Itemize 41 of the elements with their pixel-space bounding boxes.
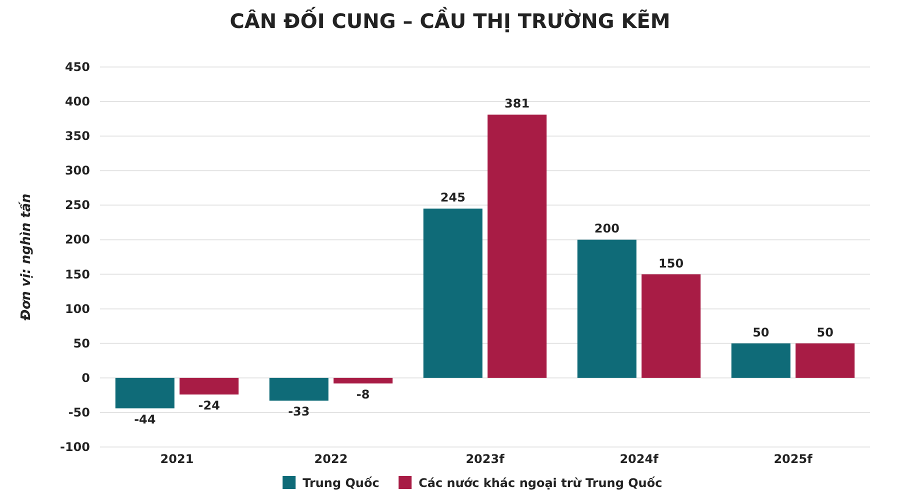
bar [115,378,174,408]
x-tick-label: 2024f [620,452,660,466]
y-tick-label: -100 [60,440,90,454]
x-tick-label: 2023f [466,452,506,466]
y-tick-label: 50 [73,336,90,350]
legend-label: Trung Quốc [302,476,380,490]
bar [180,378,239,394]
y-tick-label: 0 [82,370,90,385]
y-tick-label: 100 [64,302,90,316]
data-label: 200 [594,222,620,236]
data-label: -33 [288,404,310,419]
y-axis-title: Đơn vị: nghìn tấn [18,194,34,322]
y-tick-label: -50 [68,405,90,420]
y-tick-label: 350 [64,129,90,144]
x-tick-label: 2021 [160,452,194,466]
y-tick-label: 450 [64,60,90,74]
bar [796,343,855,378]
y-tick-label: 250 [64,198,90,212]
bar [423,208,482,378]
x-tick-label: 2022 [314,452,348,466]
bar [731,343,790,378]
bar [642,274,701,378]
legend-label: Các nước khác ngoại trừ Trung Quốc [418,476,662,490]
bar [577,240,636,378]
data-label: -44 [134,412,156,426]
data-label: 50 [816,325,834,340]
data-label: -24 [198,398,220,412]
bar [488,114,547,378]
data-label: 50 [752,325,770,340]
y-tick-label: 150 [64,267,90,282]
data-label: 150 [658,256,684,270]
y-tick-label: 200 [64,232,90,247]
chart-title: CÂN ĐỐI CUNG – CẦU THỊ TRƯỜNG KẼM [230,6,670,33]
bar [269,378,328,401]
data-label: 381 [504,96,530,111]
x-tick-label: 2025f [774,452,814,466]
data-label: -8 [356,387,370,402]
y-tick-label: 300 [64,164,90,178]
bar [334,378,393,384]
y-tick-label: 400 [64,94,90,109]
data-label: 245 [440,190,466,205]
